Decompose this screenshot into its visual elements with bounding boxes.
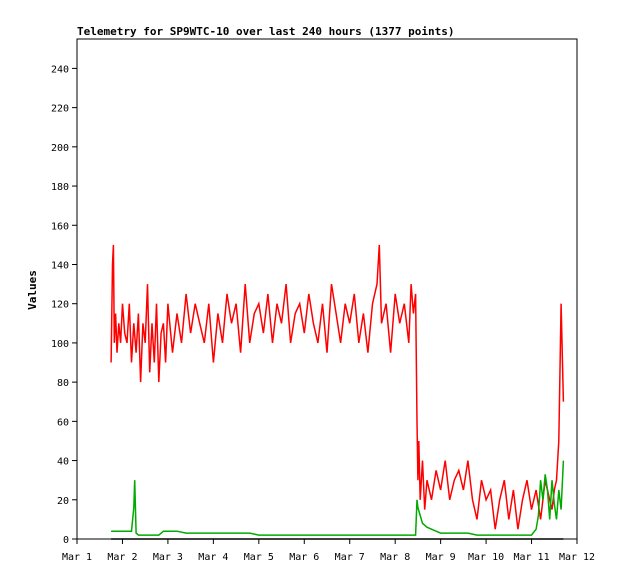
x-tick-label: Mar 10 xyxy=(468,552,504,563)
y-tick-label: 220 xyxy=(51,104,69,115)
x-tick-label: Mar 1 xyxy=(62,552,92,563)
plot-area xyxy=(76,38,578,540)
series-layer xyxy=(110,244,565,540)
y-tick-label: 20 xyxy=(57,496,69,507)
x-tick-label: Mar 4 xyxy=(198,552,228,563)
y-tick-label: 80 xyxy=(57,378,69,389)
y-tick-label: 200 xyxy=(51,143,69,154)
x-tick-label: Mar 8 xyxy=(380,552,410,563)
y-tick-label: 160 xyxy=(51,221,69,232)
x-tick-label: Mar 12 xyxy=(559,552,595,563)
y-tick-label: 180 xyxy=(51,182,69,193)
y-tick-label: 120 xyxy=(51,300,69,311)
x-tick-label: Mar 5 xyxy=(244,552,274,563)
chart-title: Telemetry for SP9WTC-10 over last 240 ho… xyxy=(77,25,455,38)
y-tick-label: 100 xyxy=(51,339,69,350)
series-line-1 xyxy=(111,460,565,536)
x-tick-label: Mar 2 xyxy=(107,552,137,563)
x-tick-label: Mar 11 xyxy=(513,552,549,563)
y-tick-label: 240 xyxy=(51,64,69,75)
series-line-0 xyxy=(110,244,565,530)
y-tick-label: 0 xyxy=(63,535,69,546)
x-tick-label: Mar 9 xyxy=(426,552,456,563)
y-tick-label: 60 xyxy=(57,417,69,428)
x-tick-label: Mar 7 xyxy=(335,552,365,563)
y-tick-label: 140 xyxy=(51,260,69,271)
x-tick-label: Mar 6 xyxy=(289,552,319,563)
x-axis: Mar 1 Mar 2 Mar 3 Mar 4 Mar 5 Mar 6 Mar 7 Mar 8… xyxy=(62,539,595,563)
y-axis: 0 20 40 60 80 100 120 140 160 180 200 220 240 xyxy=(51,64,77,546)
y-axis-label: Values xyxy=(26,270,39,310)
y-tick-label: 40 xyxy=(57,457,69,468)
x-tick-label: Mar 3 xyxy=(153,552,183,563)
